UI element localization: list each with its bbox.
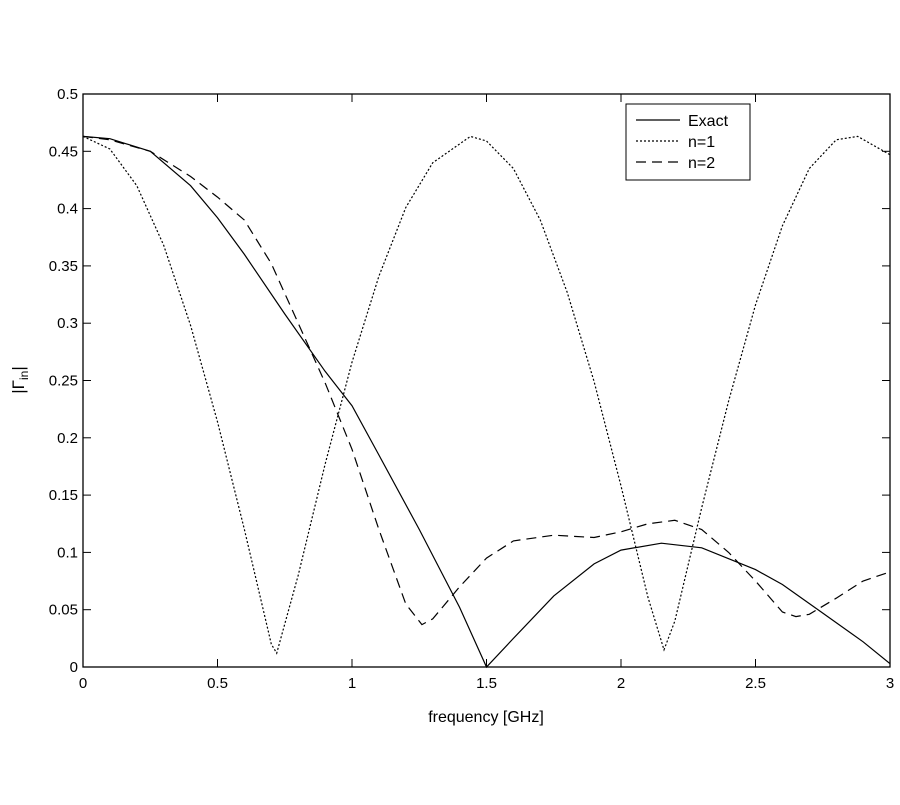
y-tick-label: 0.3 (57, 315, 78, 332)
x-tick-label: 3 (886, 675, 894, 692)
series-line-n2 (82, 135, 891, 626)
plot-frame (82, 93, 891, 668)
y-tick-label: 0.25 (49, 373, 78, 390)
x-tick-label: 2 (617, 675, 625, 692)
series-line-n1 (82, 135, 891, 655)
y-tick-label: 0.15 (49, 487, 78, 504)
y-tick-label: 0.2 (57, 430, 78, 447)
y-tick-label: 0.4 (57, 201, 78, 218)
x-tick-label: 2.5 (745, 675, 766, 692)
x-tick-label: 0 (79, 675, 87, 692)
y-tick-label: 0.1 (57, 544, 78, 561)
legend-label: n=1 (688, 134, 715, 151)
series-line-exact (82, 135, 891, 669)
legend-box (625, 103, 751, 181)
y-tick-label: 0 (70, 659, 78, 676)
svg-text:|Γin|: |Γin| (9, 366, 31, 394)
y-axis-label: |Γin| (9, 366, 31, 394)
y-tick-label: 0.5 (57, 86, 78, 103)
legend: Exact n=1 n=2 (625, 103, 751, 181)
y-tick-label: 0.35 (49, 258, 78, 275)
x-tick-label: 1.5 (476, 675, 497, 692)
x-axis-label: frequency [GHz] (428, 709, 544, 726)
y-tick-label: 0.05 (49, 602, 78, 619)
x-tick-label: 1 (348, 675, 356, 692)
x-tick-label: 0.5 (207, 675, 228, 692)
legend-label: n=2 (688, 155, 715, 172)
y-tick-label: 0.45 (49, 143, 78, 160)
legend-label: Exact (688, 113, 729, 130)
